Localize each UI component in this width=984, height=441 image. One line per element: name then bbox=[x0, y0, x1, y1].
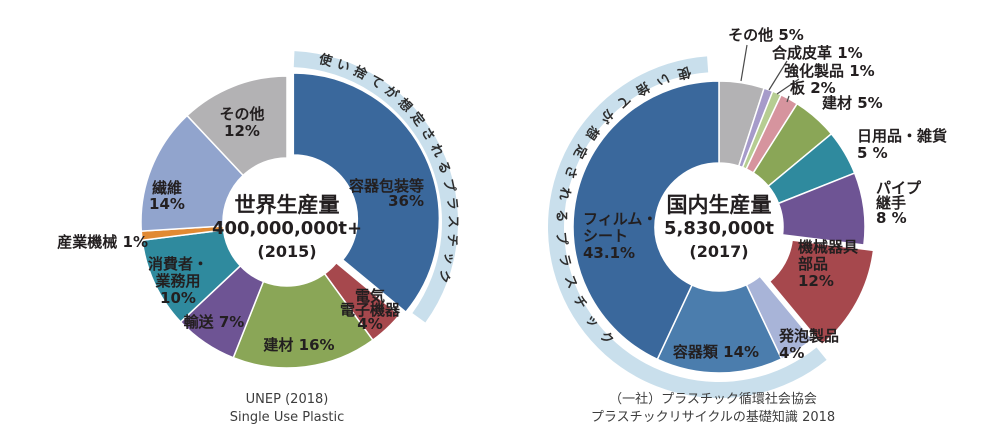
domestic-segment-label-9: 容器類 14% bbox=[672, 343, 759, 361]
domestic-chart-source: （一社）プラスチック循環社会協会 プラスチックリサイクルの基礎知識 2018 bbox=[513, 391, 913, 427]
domestic-segment-label-5: 日用品・雑貨 5 % bbox=[857, 127, 947, 162]
domestic-source-line-2: プラスチックリサイクルの基礎知識 2018 bbox=[590, 410, 836, 425]
world-segment-label-2: 建材 16% bbox=[263, 336, 334, 354]
world-segment-label-4: 消費者・業務用 10% bbox=[148, 255, 208, 307]
world-source-line-1: UNEP (2018) bbox=[245, 392, 329, 407]
world-segment-label-1: 電気電子機器 4% bbox=[340, 287, 401, 333]
domestic-segment-10 bbox=[572, 80, 720, 361]
domestic-segment-6 bbox=[777, 172, 866, 246]
domestic-source-line-1: （一社）プラスチック循環社会協会 bbox=[609, 392, 817, 407]
domestic-segment-label-7: 機械器具部品 12% bbox=[798, 238, 858, 290]
domestic-segment-label-6: パイプ継手 8 % bbox=[876, 179, 922, 227]
domestic-leader-line-2 bbox=[776, 78, 800, 95]
world-segment-label-3: 輸送 7% bbox=[184, 313, 245, 331]
domestic-segment-label-1: 合成皮革 1% bbox=[771, 44, 863, 62]
world-outer-ring bbox=[293, 51, 458, 323]
domestic-leader-line-0 bbox=[740, 44, 748, 82]
domestic-outer-ring bbox=[547, 56, 827, 399]
domestic-segment-label-8: 発泡製品 4% bbox=[778, 327, 839, 362]
domestic-leader-line-3 bbox=[786, 95, 790, 103]
world-segment-label-0: 容器包装等 36% bbox=[348, 177, 424, 210]
domestic-segment-label-10: フィルム・シート 43.1% bbox=[583, 210, 657, 262]
domestic-segment-label-2: 強化製品 1% bbox=[784, 62, 875, 80]
world-segment-7 bbox=[186, 75, 288, 177]
world-chart-source: UNEP (2018) Single Use Plastic bbox=[87, 391, 487, 427]
domestic-segment-7 bbox=[768, 239, 875, 346]
world-segment-2 bbox=[232, 273, 374, 369]
domestic-leader-line-1 bbox=[768, 60, 788, 91]
world-segment-label-5: 産業機械 1% bbox=[57, 233, 148, 251]
domestic-segment-label-4: 建材 5% bbox=[822, 94, 883, 112]
domestic-segment-label-0: その他 5% bbox=[728, 26, 804, 44]
world-segment-label-7: その他 12% bbox=[219, 105, 264, 140]
world-segment-0 bbox=[292, 72, 441, 313]
domestic-segment-label-3: 板 2% bbox=[790, 79, 836, 97]
world-source-line-2: Single Use Plastic bbox=[229, 410, 345, 425]
world-segment-label-6: 繊維 14% bbox=[149, 179, 185, 213]
